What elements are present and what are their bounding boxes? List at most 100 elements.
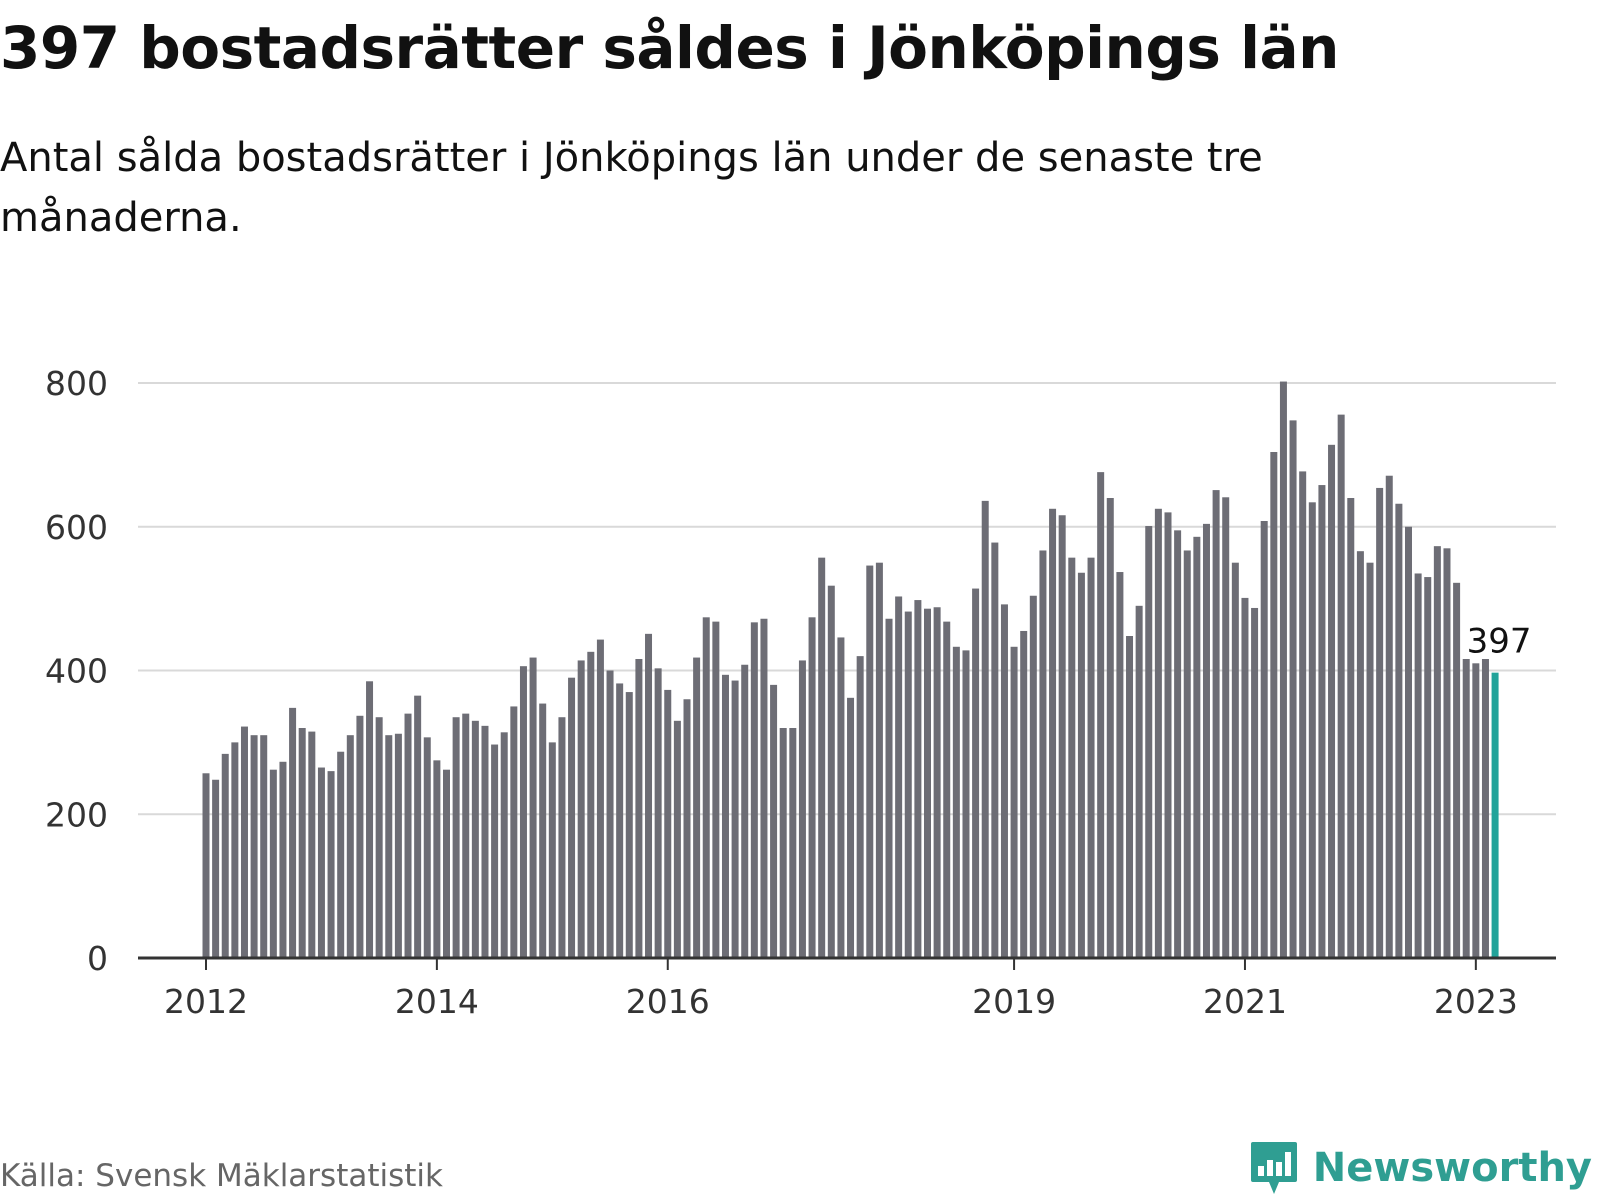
bar: [548, 742, 556, 958]
bar: [635, 659, 643, 958]
bar: [231, 742, 239, 958]
x-tick-label: 2012: [164, 982, 248, 1021]
bar: [1241, 597, 1249, 958]
bar: [731, 680, 739, 958]
bar: [1145, 526, 1153, 958]
bar: [616, 683, 624, 958]
bar: [529, 657, 537, 958]
bar: [462, 713, 470, 958]
bar: [847, 697, 855, 958]
bar: [1251, 607, 1259, 958]
bar: [1029, 595, 1037, 958]
bar: [452, 717, 460, 958]
y-tick-label: 400: [45, 652, 108, 691]
bar: [1116, 572, 1124, 958]
bar: [683, 699, 691, 958]
x-tick-label: 2014: [395, 982, 479, 1021]
bar: [760, 618, 768, 958]
bar: [818, 557, 826, 958]
bar: [1193, 536, 1201, 958]
bar: [1347, 498, 1355, 958]
y-tick-label: 600: [45, 508, 108, 547]
bar: [1433, 546, 1441, 958]
bar: [1039, 550, 1047, 958]
bar: [895, 596, 903, 958]
brand-name: Newsworthy: [1312, 1145, 1592, 1191]
bar: [500, 732, 508, 958]
bar: [1135, 605, 1143, 958]
newsworthy-logo: Newsworthy: [1249, 1140, 1592, 1196]
bar: [866, 565, 874, 958]
bar: [885, 618, 893, 958]
bar: [1481, 659, 1489, 958]
bar: [962, 650, 970, 958]
x-tick-label: 2019: [972, 982, 1056, 1021]
bar: [1020, 630, 1028, 958]
bar: [875, 562, 883, 958]
bar: [721, 674, 729, 958]
bar: [298, 728, 306, 958]
bar: [1443, 548, 1451, 958]
bar: [924, 608, 931, 958]
bar: [1068, 557, 1076, 958]
x-axis-ticks: 2012 2014 2016 2019 2021 2023: [164, 958, 1518, 1021]
bar: [1010, 646, 1018, 958]
bar: [539, 703, 547, 958]
bar: [664, 689, 672, 958]
bar: [991, 542, 999, 958]
bar: [952, 646, 960, 958]
bar: [827, 585, 835, 958]
bar: [1174, 530, 1182, 958]
bar: [279, 761, 287, 958]
bar: [933, 607, 941, 958]
bar: [645, 633, 653, 958]
bar: [404, 713, 412, 958]
bar: [587, 651, 595, 958]
bar: [577, 660, 585, 958]
bar: [1299, 471, 1307, 958]
source-note: Källa: Svensk Mäklarstatistik: [0, 1158, 443, 1194]
bar: [606, 670, 614, 958]
chart-subtitle: Antal sålda bostadsrätter i Jönköpings l…: [0, 135, 1263, 241]
bar: [1231, 562, 1239, 958]
bar: [558, 717, 566, 958]
bar: [1087, 557, 1095, 958]
bar: [414, 695, 422, 958]
bar: [943, 621, 951, 958]
bar: [904, 611, 912, 958]
bar: [779, 728, 787, 958]
bar: [375, 717, 383, 958]
bar: [1212, 490, 1220, 958]
bar: [712, 621, 720, 958]
bar: [269, 769, 277, 958]
bar: [1328, 444, 1336, 958]
bar: [1164, 512, 1172, 958]
bar: [1154, 508, 1162, 958]
bar: [972, 588, 980, 958]
bar: [673, 720, 681, 958]
bar: [510, 706, 518, 958]
highlight-value-label: 397: [1467, 622, 1532, 662]
bar: [519, 666, 527, 958]
bar: [856, 656, 864, 958]
bar: [654, 668, 662, 958]
bar: [1424, 577, 1432, 958]
bar: [1376, 487, 1384, 958]
bar: [394, 733, 402, 958]
bar: [356, 715, 364, 958]
bar: [423, 737, 431, 958]
bar: [481, 725, 489, 958]
bar: [1308, 502, 1316, 958]
bar: [1462, 659, 1470, 958]
bar: [1049, 508, 1057, 958]
bar: [1270, 452, 1278, 958]
chart-title: 397 bostadsrätter såldes i Jönköpings lä…: [0, 14, 1339, 82]
bar: [202, 773, 210, 958]
bar: [1337, 414, 1345, 958]
bar: [1077, 572, 1085, 958]
bar: [625, 692, 633, 958]
bar: [1106, 498, 1114, 958]
bar: [1453, 582, 1461, 958]
bar: [327, 771, 335, 958]
bar: [770, 684, 778, 958]
